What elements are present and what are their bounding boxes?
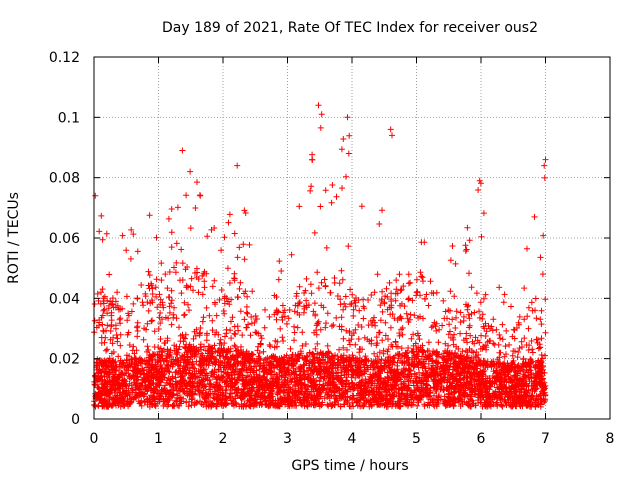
x-tick-label: 1 [154,431,163,447]
y-tick-label: 0.04 [49,291,80,307]
x-tick-label: 5 [412,431,421,447]
y-tick-label: 0.08 [49,171,80,187]
y-tick-label: 0.06 [49,231,80,247]
x-tick-label: 6 [477,431,486,447]
y-axis-label: ROTI / TECUs [6,192,22,284]
data-points [91,102,549,410]
x-tick-label: 7 [541,431,550,447]
y-tick-label: 0.02 [49,352,80,368]
chart-title: Day 189 of 2021, Rate Of TEC Index for r… [162,20,538,36]
y-tick-label: 0.1 [58,110,80,126]
x-tick-label: 2 [219,431,228,447]
y-tick-label: 0.12 [49,50,80,66]
y-axis-ticks: 0 0.02 0.04 0.06 0.08 0.1 0.12 [49,50,610,428]
scatter-markers [91,102,549,410]
x-tick-label: 3 [283,431,292,447]
x-axis-ticks: 0 1 2 3 4 5 6 7 8 [90,57,615,447]
x-axis-label: GPS time / hours [291,458,408,474]
x-tick-label: 0 [90,431,99,447]
y-tick-label: 0 [71,412,80,428]
x-tick-label: 4 [348,431,357,447]
x-tick-label: 8 [606,431,615,447]
